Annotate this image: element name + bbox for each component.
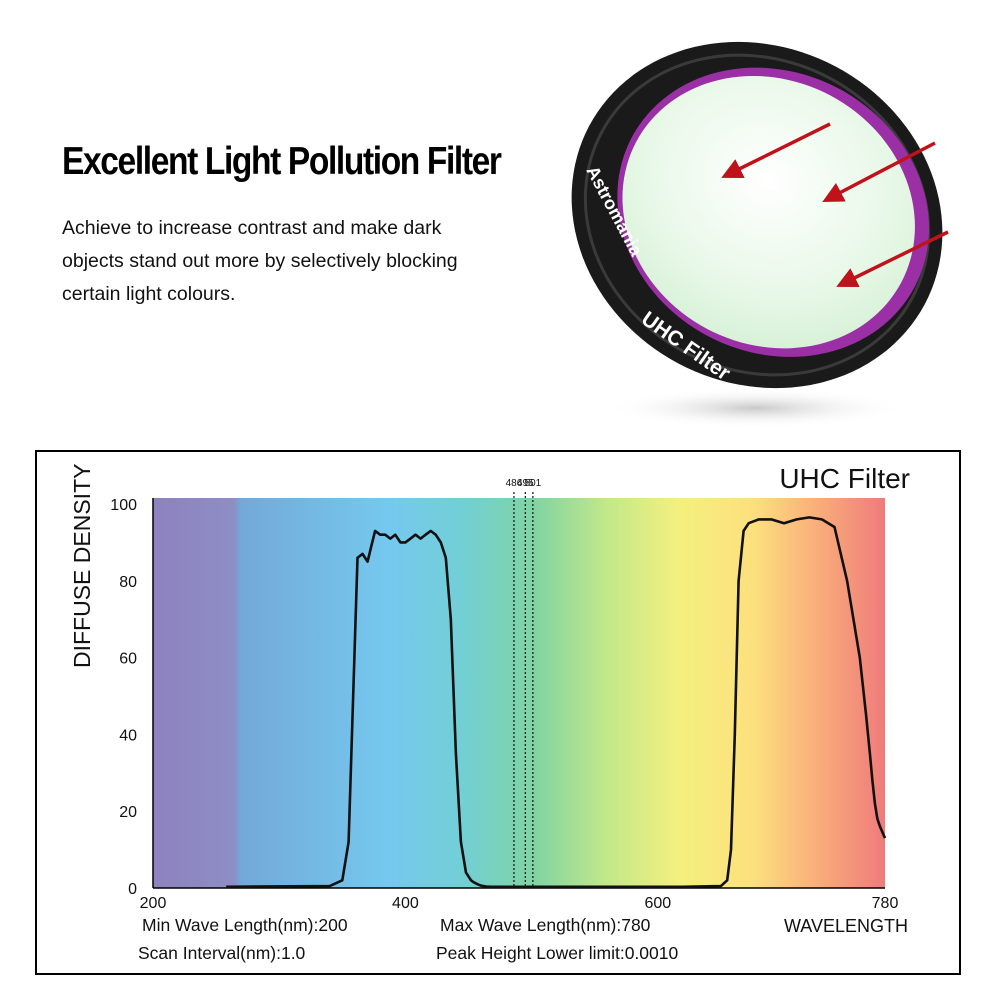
arrow-icon	[836, 230, 949, 288]
max-wave-label: Max Wave Length(nm):780	[440, 915, 651, 935]
red-arrows	[721, 122, 949, 288]
description: Achieve to increase contrast and make da…	[62, 217, 458, 305]
filter-shadow	[605, 388, 905, 428]
arrow-icon	[822, 141, 936, 202]
peak-limit-label: Peak Height Lower limit:0.0010	[436, 943, 679, 963]
min-wave-label: Min Wave Length(nm):200	[142, 915, 348, 935]
headline: Excellent Light Pollution Filter	[62, 140, 502, 183]
uhc-filter-image: Astromania UHC Filter	[571, 41, 949, 428]
chart-frame	[35, 450, 961, 975]
scan-interval-label: Scan Interval(nm):1.0	[138, 943, 306, 963]
arrow-icon	[721, 122, 831, 178]
